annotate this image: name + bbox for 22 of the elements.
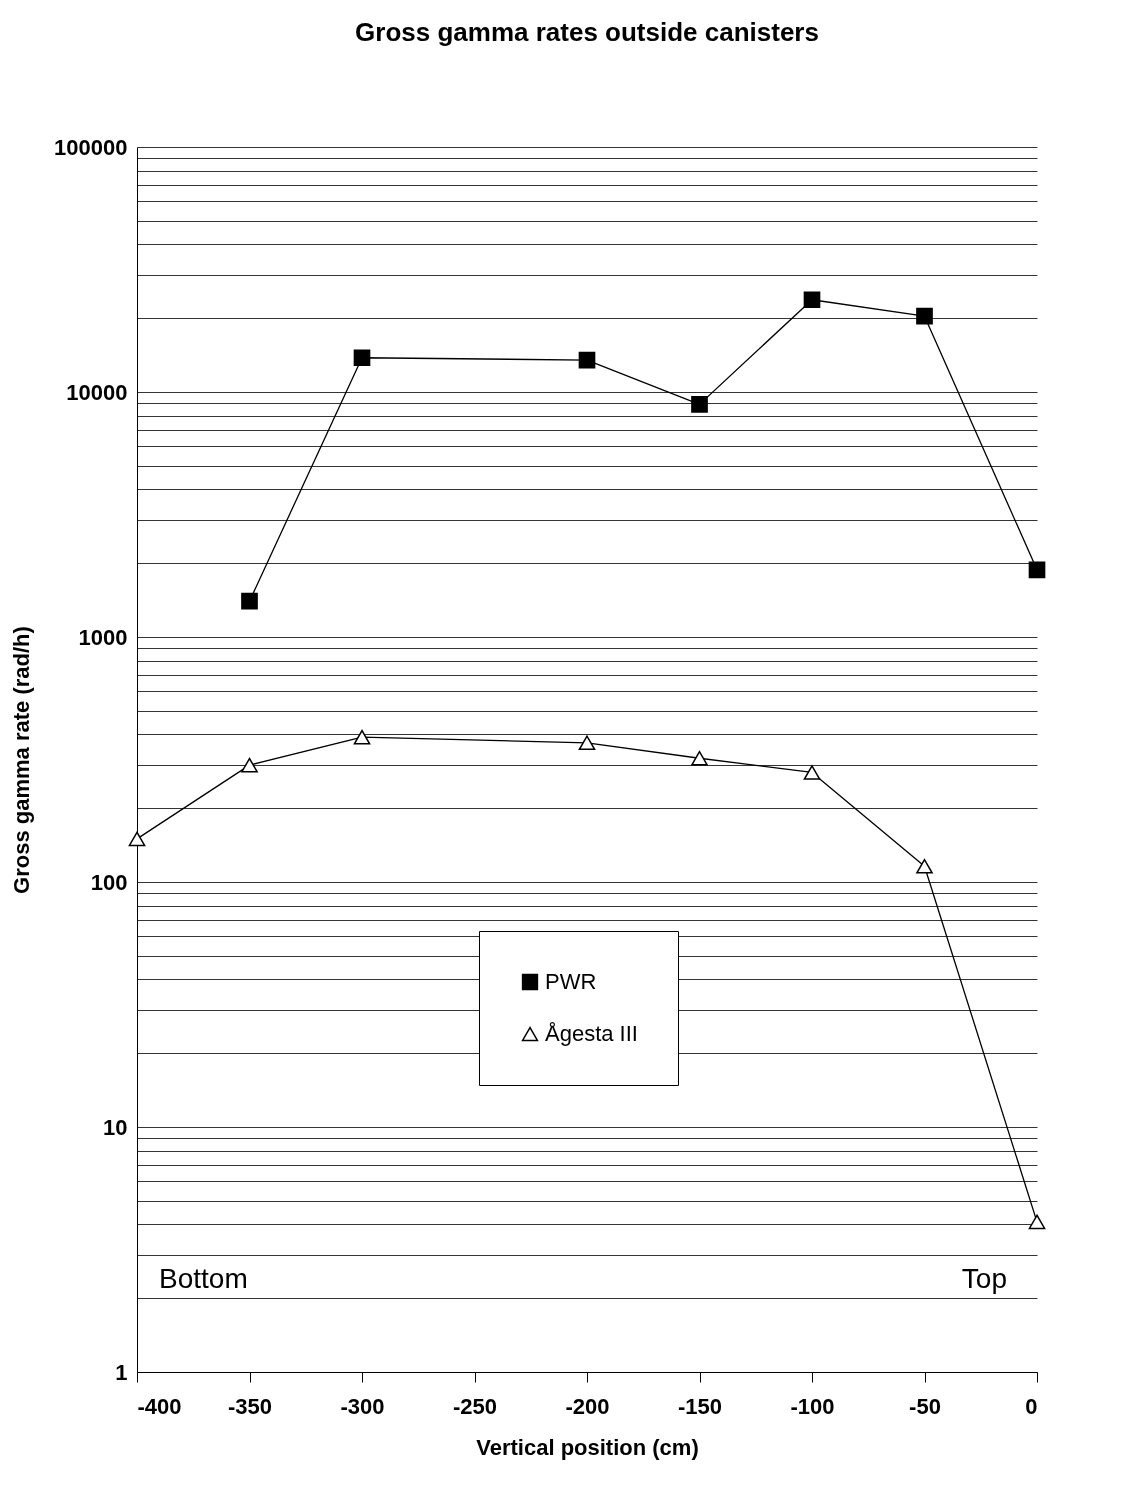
annotation: Top [961, 1263, 1007, 1294]
x-tick-label: 0 [1025, 1393, 1038, 1419]
y-tick-label: 1 [115, 1359, 128, 1385]
x-tick-label: -100 [790, 1393, 835, 1419]
x-tick-label: -250 [452, 1393, 498, 1419]
x-tick-label: -400 [137, 1393, 182, 1419]
legend-label: PWR [545, 969, 597, 994]
x-tick-label: -350 [227, 1393, 273, 1419]
chart-title: Gross gamma rates outside canisters [355, 17, 819, 47]
x-tick-label: -300 [340, 1393, 385, 1419]
y-tick-label: 100000 [54, 134, 128, 160]
annotation: Bottom [159, 1263, 248, 1294]
x-tick-label: -50 [909, 1393, 941, 1419]
y-tick-label: 100 [90, 869, 128, 895]
y-tick-label: 10000 [66, 379, 128, 405]
legend-label: Ågesta III [545, 1021, 638, 1046]
x-axis-title: Vertical position (cm) [476, 1434, 699, 1460]
y-tick-label: 1000 [78, 624, 128, 650]
x-tick-label: -200 [565, 1393, 610, 1419]
x-tick-label: -150 [677, 1393, 723, 1419]
y-tick-label: 10 [103, 1114, 128, 1140]
y-axis-title: Gross gamma rate (rad/h) [9, 626, 35, 894]
